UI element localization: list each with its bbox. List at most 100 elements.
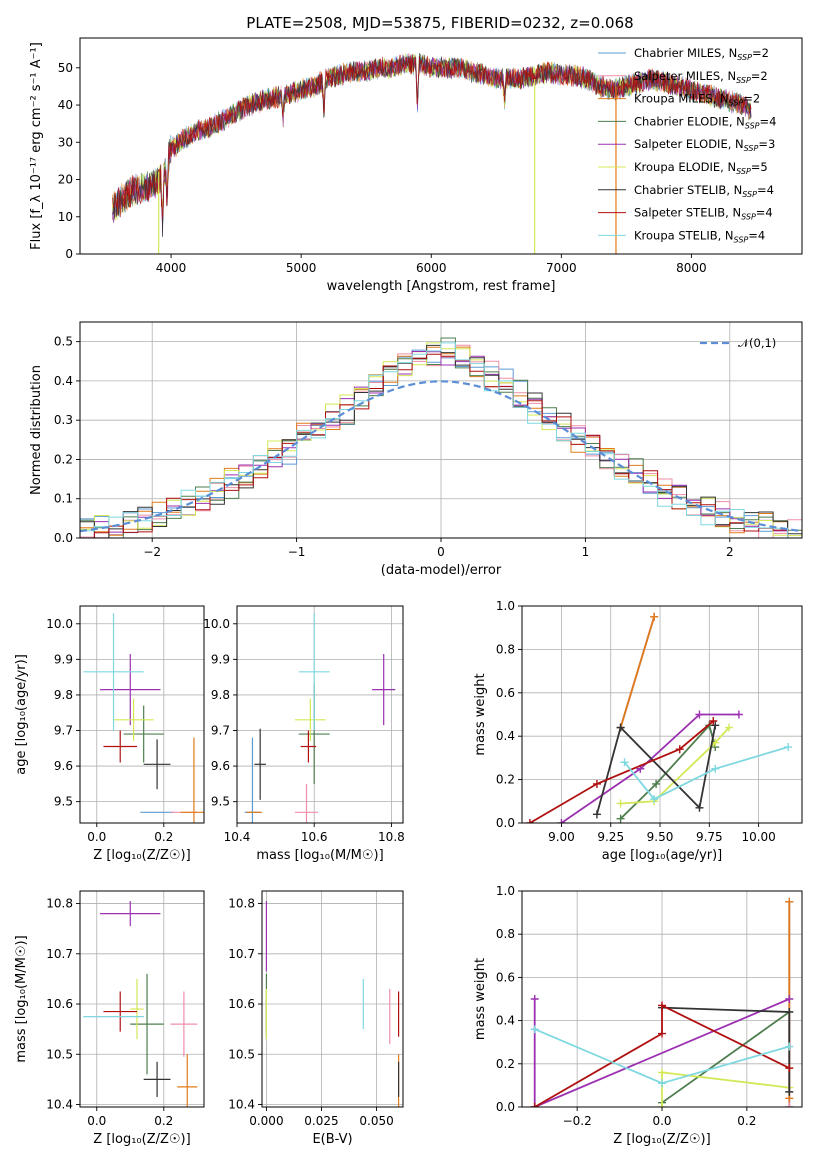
weight-marker [725,723,734,732]
x-tick-label: 6000 [416,261,447,275]
x-axis-label: Z [log₁₀(Z/Z☉)] [613,1132,710,1147]
weight-marker [785,1007,794,1016]
legend-entry-gaussian: 𝒩(0,1) [738,336,776,350]
x-tick-label: 0.050 [359,1114,393,1128]
y-tick-label: 9.9 [54,652,73,666]
weight-marker [711,764,720,773]
y-tick-label: 0.4 [54,374,73,388]
weight-line-2 [619,616,655,728]
weight-marker [784,743,793,752]
y-tick-label: 10.8 [46,897,73,911]
x-tick-label: 10.4 [224,830,251,844]
histogram-8 [80,342,802,538]
plot-area [525,612,793,823]
y-tick-label: 9.7 [211,724,230,738]
weight-marker [616,723,625,732]
legend: 𝒩(0,1) [700,336,776,350]
weight-marker [530,1103,539,1107]
x-tick-label: 9.50 [647,830,674,844]
ticks: 0.0 0.2 10.4 10.5 10.6 10.7 10.8 [46,897,173,1128]
point-1 [294,783,319,823]
point-2 [177,1054,198,1107]
y-axis-label: age [log₁₀(age/yr)] [14,654,29,775]
x-tick-label: 0.0 [87,830,106,844]
axes-frame [261,890,404,1108]
legend-entry-4: Salpeter ELODIE, NSSP=3 [634,137,775,153]
weight-marker [785,1087,794,1096]
y-tick-label: 1.0 [496,884,515,898]
y-tick-label: 9.6 [211,759,230,773]
x-axis-label: wavelength [Angstrom, rest frame] [327,279,556,294]
weight-marker [658,1029,666,1038]
plot-area [80,337,802,538]
legend-entry-6: Chabrier STELIB, NSSP=4 [634,183,774,199]
weight-marker [785,995,794,1003]
y-tick-label: 0.6 [496,970,515,984]
panel-spectrum: Chabrier MILES, NSSP=2 Salpeter MILES, NS… [29,37,803,294]
weight-line-7 [529,720,714,823]
y-axis-label: mass [log₁₀(M/M☉)] [14,935,29,1062]
axes-frame [79,37,803,255]
x-tick-label: 9.75 [696,830,723,844]
point-6 [143,1061,171,1097]
point-5 [113,698,154,742]
x-tick-label: −2 [143,545,161,559]
x-tick-label: 9.00 [548,830,575,844]
weight-line-4 [560,713,739,823]
y-tick-label: 0.8 [496,642,515,656]
weight-marker [711,721,720,730]
x-tick-label: 0.2 [154,1114,173,1128]
spectrum-line-7 [112,53,752,218]
weight-marker [785,1103,794,1107]
plot-area [265,901,400,1107]
panel-mass-vs-z: 0.0 0.2 10.4 10.5 10.6 10.7 10.8 Z [log₁₀(Z/Z☉)… [14,890,205,1147]
x-tick-label: −0.2 [563,1114,592,1128]
y-tick-label: 0.2 [496,1057,515,1071]
y-tick-label: 10.7 [228,947,255,961]
weight-marker [650,612,659,621]
weight-marker [658,1079,666,1088]
weight-marker [658,1103,666,1107]
weight-marker [530,995,539,1003]
point-7 [103,991,137,1032]
x-axis-label: age [log₁₀(age/yr)] [602,848,723,863]
point-4 [372,654,396,726]
figure-title: PLATE=2508, MJD=53875, FIBERID=0232, z=0… [246,14,633,32]
plot-area [244,613,396,823]
x-tick-label: 5000 [286,261,317,275]
point-4 [100,654,161,726]
y-tick-label: 10.4 [228,1097,255,1111]
x-tick-label: 8000 [676,261,707,275]
point-2 [180,737,204,823]
x-tick-label: 7000 [546,261,577,275]
panel-residuals: 𝒩(0,1) −2 −1 0 1 2 0.0 0.1 0.2 0.3 0.4 0.5 (data-mod… [29,321,803,578]
weight-marker [592,779,601,788]
y-tick-label: 9.5 [211,795,230,809]
legend-entry-7: Salpeter STELIB, NSSP=4 [634,206,773,222]
y-tick-label: 0.3 [54,413,73,427]
y-tick-label: 10.5 [46,1047,73,1061]
y-tick-label: 20 [58,173,73,187]
ticks: 0.000 0.025 0.050 10.4 10.5 10.6 10.7 10.8 [228,897,393,1128]
weight-line-7 [534,1004,790,1107]
y-tick-label: 10.6 [46,997,73,1011]
histogram-7 [80,353,802,538]
x-tick-label: 10.6 [301,830,328,844]
ticks: −0.2 0.0 0.2 0.0 0.2 0.4 0.6 0.8 1.0 [496,884,756,1128]
x-tick-label: 10.8 [378,830,405,844]
weight-marker [695,710,704,719]
plot-area [112,52,752,254]
legend-entry-3: Chabrier ELODIE, NSSP=4 [634,114,776,130]
y-tick-label: 0.8 [496,927,515,941]
point-3 [130,973,164,1075]
x-tick-label: 4000 [156,261,187,275]
y-tick-label: 50 [58,61,73,75]
point-7 [300,730,317,763]
weight-line-6 [596,725,717,815]
weight-line-5 [620,726,730,805]
weight-marker [785,1042,794,1051]
y-tick-label: 0.0 [496,816,515,830]
weight-marker [652,779,661,788]
point-7 [103,730,137,763]
